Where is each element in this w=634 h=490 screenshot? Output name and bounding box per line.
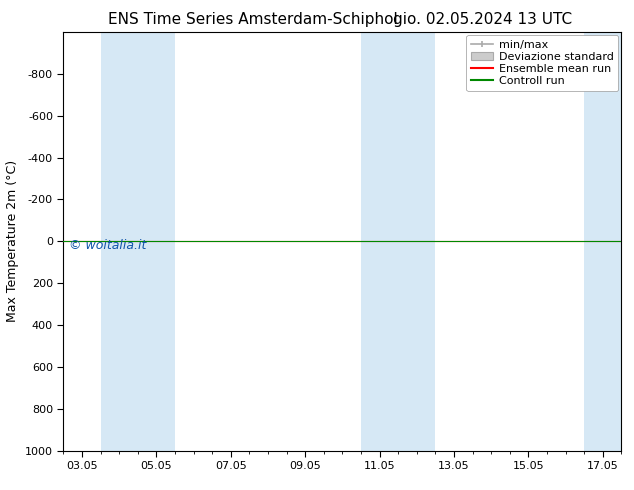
Text: gio. 02.05.2024 13 UTC: gio. 02.05.2024 13 UTC <box>393 12 573 27</box>
Bar <box>101 32 175 451</box>
Text: ENS Time Series Amsterdam-Schiphol: ENS Time Series Amsterdam-Schiphol <box>108 12 398 27</box>
Legend: min/max, Deviazione standard, Ensemble mean run, Controll run: min/max, Deviazione standard, Ensemble m… <box>467 35 618 91</box>
Bar <box>361 32 436 451</box>
Y-axis label: Max Temperature 2m (°C): Max Temperature 2m (°C) <box>6 160 20 322</box>
Text: © woitalia.it: © woitalia.it <box>69 239 146 252</box>
Bar <box>584 32 621 451</box>
